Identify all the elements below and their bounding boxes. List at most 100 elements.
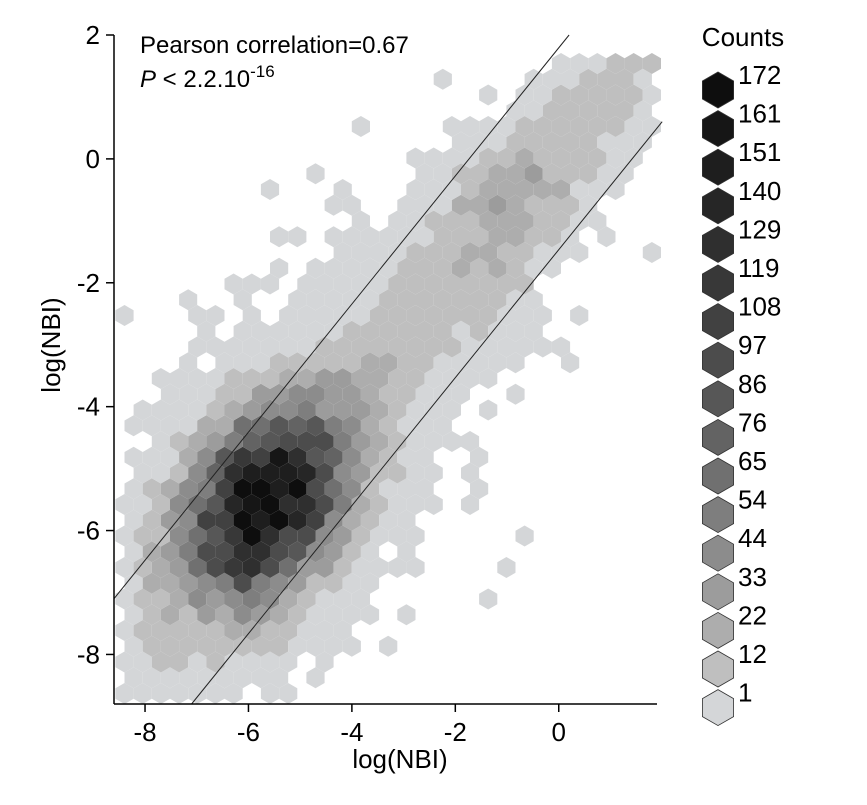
hex-cell	[370, 242, 389, 263]
hex-cell	[306, 478, 325, 500]
y-tick-label: -8	[77, 639, 100, 669]
hex-cell	[233, 604, 252, 626]
hex-cell	[233, 446, 252, 468]
hex-cell	[379, 446, 398, 468]
hex-cell	[197, 572, 216, 594]
hex-cell	[151, 431, 170, 452]
hex-cell	[342, 352, 361, 374]
hex-cell	[451, 383, 470, 405]
hex-cell	[379, 509, 398, 531]
hex-cell	[379, 635, 398, 657]
hex-cell	[142, 415, 161, 437]
hex-cell	[397, 509, 416, 531]
hex-cell	[215, 415, 234, 437]
hex-cell	[642, 53, 661, 74]
hex-cell	[115, 494, 134, 515]
hex-cell	[570, 242, 589, 263]
hex-cell	[215, 383, 234, 405]
hex-cell	[270, 226, 289, 248]
hex-cell	[251, 635, 270, 657]
hex-cell	[288, 509, 307, 531]
hex-cell	[515, 273, 534, 295]
hex-cell	[388, 305, 407, 326]
hex-cell	[215, 446, 234, 468]
hex-cell	[279, 336, 298, 358]
axes	[113, 35, 657, 705]
hex-cell	[197, 320, 216, 342]
hex-cell	[151, 651, 170, 673]
hex-cell	[297, 399, 316, 421]
hex-cell	[642, 84, 661, 106]
hex-cell	[515, 242, 534, 263]
x-tick-label: 0	[552, 717, 566, 747]
hex-cell	[315, 305, 334, 326]
hex-cell	[124, 415, 143, 437]
hex-cell	[342, 415, 361, 437]
hex-cell	[351, 588, 370, 610]
hex-cell	[233, 667, 252, 689]
hex-cell	[488, 320, 507, 342]
hex-cell	[397, 478, 416, 500]
hex-cell	[570, 305, 589, 326]
hex-cell	[124, 635, 143, 657]
hex-cell	[233, 635, 252, 657]
hex-cell	[433, 257, 452, 279]
hex-cell	[442, 147, 461, 169]
hex-cell	[270, 541, 289, 563]
hex-cell	[142, 667, 161, 689]
hex-cell	[297, 525, 316, 547]
hex-cell	[215, 604, 234, 626]
hex-cell	[188, 399, 207, 421]
hex-cell	[406, 557, 425, 578]
hex-cell	[397, 446, 416, 468]
legend-swatch	[702, 148, 734, 186]
hex-cell	[642, 242, 661, 263]
hex-cell	[206, 494, 225, 515]
hex-cell	[606, 116, 625, 137]
hex-cell	[242, 336, 261, 358]
hex-cell	[615, 163, 634, 185]
hex-cell	[142, 604, 161, 626]
hex-cell	[224, 462, 243, 484]
hex-cell	[151, 683, 170, 704]
hex-cell	[488, 131, 507, 153]
hex-cell	[279, 525, 298, 547]
hex-cell	[115, 305, 134, 326]
hex-cell	[342, 383, 361, 405]
hex-cell	[115, 683, 134, 704]
hex-cell	[360, 541, 380, 563]
legend-swatch	[702, 110, 734, 148]
hex-cell	[570, 179, 589, 200]
hex-cell	[124, 572, 143, 594]
hex-cell	[424, 431, 443, 452]
hex-cell	[288, 320, 307, 342]
hex-cell	[515, 84, 534, 106]
hex-cell	[224, 683, 243, 704]
legend-swatch	[702, 71, 734, 109]
hex-cell	[297, 273, 316, 295]
hex-cell	[197, 383, 216, 405]
hex-cell	[260, 557, 280, 578]
hex-cell	[424, 305, 443, 326]
hex-cell	[597, 131, 616, 153]
hex-cell	[615, 68, 634, 90]
hex-cell	[342, 446, 361, 468]
hex-cell	[142, 509, 161, 531]
hex-cell	[406, 399, 425, 421]
hex-cell	[406, 431, 425, 452]
hex-cell	[497, 116, 516, 137]
hex-cell	[561, 131, 580, 153]
hex-cell	[288, 446, 307, 468]
hex-cell	[388, 494, 407, 515]
hex-cell	[551, 116, 571, 137]
hex-cell	[479, 210, 498, 232]
hex-cell	[488, 163, 507, 185]
hex-cell	[424, 368, 443, 389]
hex-cell	[251, 320, 270, 342]
hex-cell	[570, 53, 589, 74]
hex-cell	[397, 289, 416, 311]
hex-cell	[188, 368, 207, 389]
hex-cell	[160, 541, 180, 563]
hex-cell	[260, 399, 280, 421]
y-tick-label: 0	[86, 144, 100, 174]
